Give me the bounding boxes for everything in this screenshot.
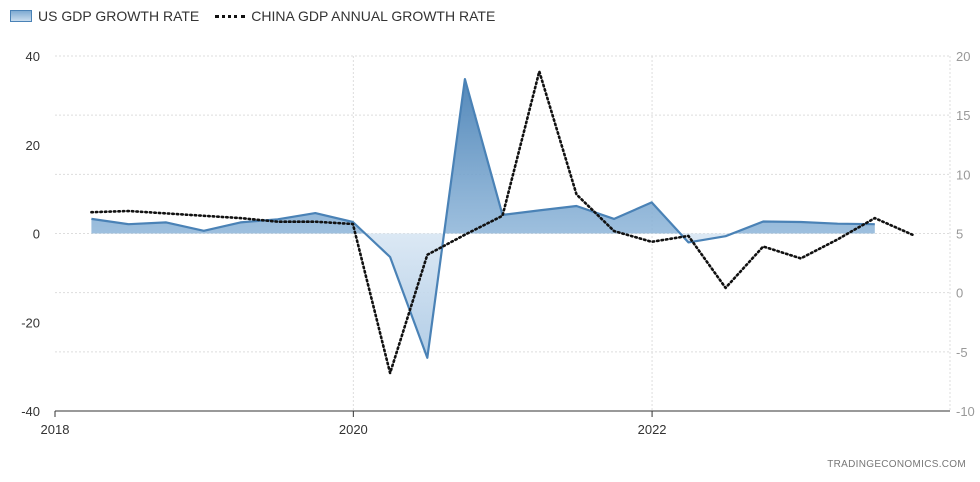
x-tick-label: 2022 [638,422,667,437]
us-gdp-point[interactable] [89,217,93,221]
us-gdp-point[interactable] [650,200,654,204]
y-left-tick-label: 40 [26,49,40,64]
china-gdp-point[interactable] [537,69,541,73]
us-gdp-point[interactable] [537,208,541,212]
y-right-tick-label: 5 [956,227,963,242]
china-gdp-point[interactable] [650,240,654,244]
us-gdp-point[interactable] [686,240,690,244]
us-area-positive [91,213,366,234]
legend-item-china[interactable]: CHINA GDP ANNUAL GROWTH RATE [215,8,495,24]
china-gdp-point[interactable] [276,220,280,224]
us-gdp-point[interactable] [313,211,317,215]
china-gdp-point[interactable] [761,245,765,249]
china-gdp-point[interactable] [574,192,578,196]
legend-item-us[interactable]: US GDP GROWTH RATE [10,8,199,24]
china-gdp-point[interactable] [724,286,728,290]
china-gdp-point[interactable] [799,256,803,260]
y-left-tick-label: -40 [21,404,40,419]
china-gdp-point[interactable] [873,216,877,220]
y-right-tick-label: 20 [956,49,970,64]
china-gdp-point[interactable] [501,214,505,218]
us-gdp-point[interactable] [202,229,206,233]
us-gdp-point[interactable] [127,222,131,226]
legend-label-china: CHINA GDP ANNUAL GROWTH RATE [251,8,496,24]
source-credit[interactable]: TRADINGECONOMICS.COM [827,459,966,470]
legend-label-us: US GDP GROWTH RATE [38,8,200,24]
us-area-positive [444,79,681,234]
legend-swatch-china [215,14,246,18]
us-gdp-point[interactable] [574,204,578,208]
x-tick-label: 2018 [41,422,70,437]
china-gdp-line [90,70,914,375]
us-gdp-point[interactable] [463,77,467,81]
us-gdp-point[interactable] [425,356,429,360]
us-gdp-point[interactable] [873,222,877,226]
us-gdp-point[interactable] [836,222,840,226]
china-gdp-point[interactable] [202,214,206,218]
us-gdp-point[interactable] [761,220,765,224]
y-right-tick-label: -10 [956,404,975,419]
china-gdp-point[interactable] [425,253,429,257]
y-left-tick-label: 20 [26,138,40,153]
china-gdp-point[interactable] [239,216,243,220]
us-gdp-point[interactable] [239,220,243,224]
china-gdp-point[interactable] [463,233,467,237]
y-right-tick-label: 10 [956,167,970,182]
y-right-tick-label: -5 [956,345,968,360]
legend: US GDP GROWTH RATE CHINA GDP ANNUAL GROW… [10,6,511,26]
china-gdp-point[interactable] [313,220,317,224]
china-gdp-point[interactable] [127,209,131,213]
us-area-negative [680,233,733,243]
y-right-tick-label: 15 [956,108,970,123]
x-tick-label: 2020 [339,422,368,437]
us-gdp-line [91,78,875,359]
china-gdp-point[interactable] [164,211,168,215]
us-gdp-point[interactable] [388,255,392,259]
china-gdp-point[interactable] [910,233,914,237]
y-left-tick-label: -20 [21,315,40,330]
y-left-tick-label: 0 [33,227,40,242]
china-gdp-point[interactable] [612,229,616,233]
y-right-tick-label: 0 [956,286,963,301]
china-gdp-point[interactable] [836,237,840,241]
us-gdp-point[interactable] [799,220,803,224]
us-area-layer [89,77,877,360]
us-gdp-point[interactable] [164,220,168,224]
axes: 2018 2020 2022 40 20 0 -20 -40 20 15 10 5 0 -5 -10 [21,49,975,437]
china-gdp-point[interactable] [89,210,93,214]
china-line-layer [89,69,914,375]
china-gdp-point[interactable] [686,234,690,238]
us-gdp-point[interactable] [724,234,728,238]
china-gdp-point[interactable] [351,222,355,226]
china-gdp-point[interactable] [388,371,392,375]
us-gdp-point[interactable] [612,217,616,221]
legend-swatch-us [10,10,32,22]
